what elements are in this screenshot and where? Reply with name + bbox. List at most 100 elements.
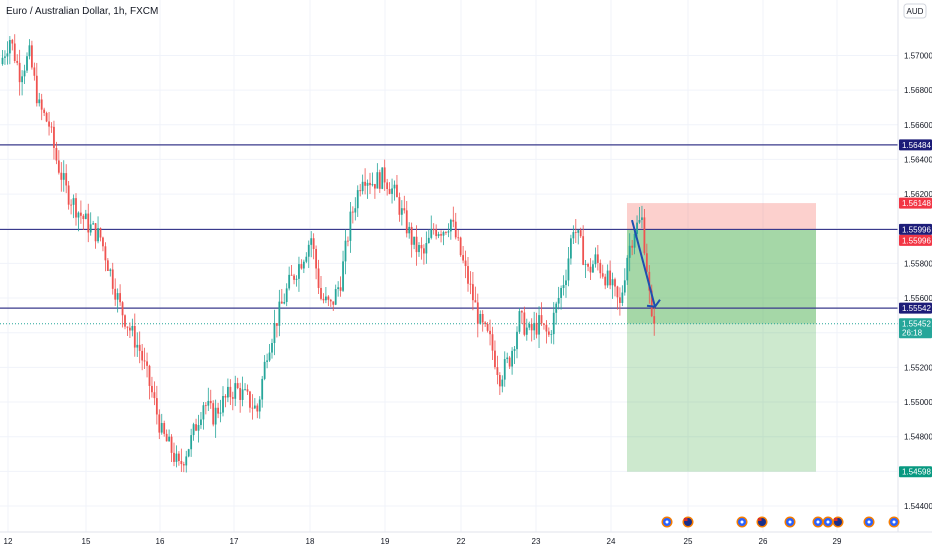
candle-up bbox=[307, 240, 310, 269]
candle-up bbox=[227, 378, 229, 403]
trend-arrow[interactable] bbox=[631, 219, 661, 308]
arrow-head[interactable] bbox=[646, 299, 661, 308]
candle-down bbox=[70, 199, 72, 215]
candle-down bbox=[40, 93, 43, 121]
x-tick-label: 12 bbox=[4, 537, 13, 546]
candle-down bbox=[332, 301, 335, 311]
candle-down bbox=[114, 278, 117, 306]
candle-down bbox=[459, 236, 462, 257]
candle-up bbox=[334, 284, 337, 306]
candle-up bbox=[244, 383, 246, 391]
candle-down bbox=[464, 250, 467, 279]
candle-up bbox=[160, 413, 163, 435]
economic-event-icon[interactable] bbox=[812, 516, 824, 528]
candle-up bbox=[325, 286, 327, 304]
candle-up bbox=[38, 92, 41, 107]
candle-down bbox=[320, 275, 322, 301]
candle-down bbox=[405, 200, 408, 238]
candle-down bbox=[80, 200, 82, 224]
event-markers[interactable] bbox=[661, 516, 900, 528]
horizontal-levels[interactable] bbox=[0, 144, 898, 325]
economic-event-icon[interactable] bbox=[784, 516, 796, 528]
candle-up bbox=[449, 218, 452, 240]
candle-up bbox=[636, 215, 638, 237]
candle-up bbox=[356, 185, 359, 217]
candle-up bbox=[366, 179, 369, 199]
candle-down bbox=[347, 236, 349, 247]
candle-up bbox=[202, 402, 205, 430]
candle-down bbox=[474, 286, 477, 303]
candle-down bbox=[645, 243, 648, 274]
candle-up bbox=[342, 250, 344, 292]
candle-up bbox=[283, 293, 286, 305]
candle-up bbox=[437, 231, 440, 239]
candle-up bbox=[288, 266, 291, 291]
candle-up bbox=[413, 236, 415, 250]
price-tag-text: 1.55452 bbox=[902, 320, 931, 329]
economic-event-icon[interactable] bbox=[863, 516, 875, 528]
candle-down bbox=[293, 273, 295, 285]
candle-up bbox=[266, 353, 268, 369]
countdown-text: 26:18 bbox=[902, 329, 923, 338]
candle-up bbox=[23, 64, 26, 84]
price-axis[interactable]: 1.570001.568001.566001.564001.562001.560… bbox=[897, 0, 932, 550]
candle-up bbox=[310, 231, 313, 258]
candle-down bbox=[579, 227, 582, 238]
candle-down bbox=[398, 192, 401, 222]
candle-down bbox=[13, 34, 16, 64]
au-flag-event-icon[interactable] bbox=[682, 516, 694, 528]
candle-down bbox=[609, 260, 611, 290]
candle-down bbox=[141, 344, 144, 371]
candle-down bbox=[521, 309, 523, 324]
candle-up bbox=[533, 311, 536, 340]
candle-up bbox=[4, 50, 6, 65]
time-axis[interactable]: 12 15 16 17 18 19 22 23 24 25 26 29 bbox=[0, 531, 932, 550]
candle-down bbox=[146, 352, 148, 378]
candle-down bbox=[440, 230, 442, 243]
economic-event-icon[interactable] bbox=[822, 516, 834, 528]
candle-up bbox=[116, 288, 119, 313]
candle-down bbox=[231, 391, 234, 411]
candle-down bbox=[369, 172, 371, 194]
candle-up bbox=[28, 39, 31, 60]
candle-up bbox=[197, 414, 200, 443]
candle-up bbox=[557, 286, 560, 310]
economic-event-icon[interactable] bbox=[736, 516, 748, 528]
price-tag-level: 1.55996 bbox=[899, 223, 932, 235]
au-flag-event-icon[interactable] bbox=[756, 516, 768, 528]
arrow-shaft[interactable] bbox=[631, 219, 656, 307]
economic-event-icon[interactable] bbox=[888, 516, 900, 528]
au-flag-event-icon[interactable] bbox=[832, 516, 844, 528]
price-tag-text: 1.56484 bbox=[902, 141, 931, 150]
candle-down bbox=[508, 355, 511, 370]
currency-button[interactable]: AUD bbox=[903, 3, 927, 19]
candle-down bbox=[472, 272, 474, 311]
candle-down bbox=[133, 313, 136, 357]
candle-up bbox=[175, 445, 178, 468]
economic-event-icon[interactable] bbox=[661, 516, 673, 528]
candle-up bbox=[109, 268, 112, 277]
candle-down bbox=[209, 389, 212, 409]
candle-down bbox=[410, 222, 413, 258]
candle-up bbox=[565, 269, 567, 298]
candle-up bbox=[21, 70, 23, 96]
candle-up bbox=[638, 206, 641, 224]
position-zones bbox=[627, 203, 816, 472]
candle-down bbox=[339, 276, 342, 297]
candle-up bbox=[187, 448, 190, 458]
x-tick-label: 23 bbox=[532, 537, 541, 546]
candle-down bbox=[124, 314, 126, 330]
candle-up bbox=[89, 212, 92, 236]
candle-up bbox=[192, 422, 195, 441]
price-tag-text: 1.54598 bbox=[902, 468, 931, 477]
candle-down bbox=[276, 323, 278, 338]
candle-down bbox=[280, 288, 283, 304]
candle-down bbox=[94, 222, 97, 249]
candle-up bbox=[222, 386, 224, 417]
candle-up bbox=[511, 347, 513, 375]
candle-up bbox=[263, 355, 266, 381]
candle-up bbox=[408, 222, 411, 239]
